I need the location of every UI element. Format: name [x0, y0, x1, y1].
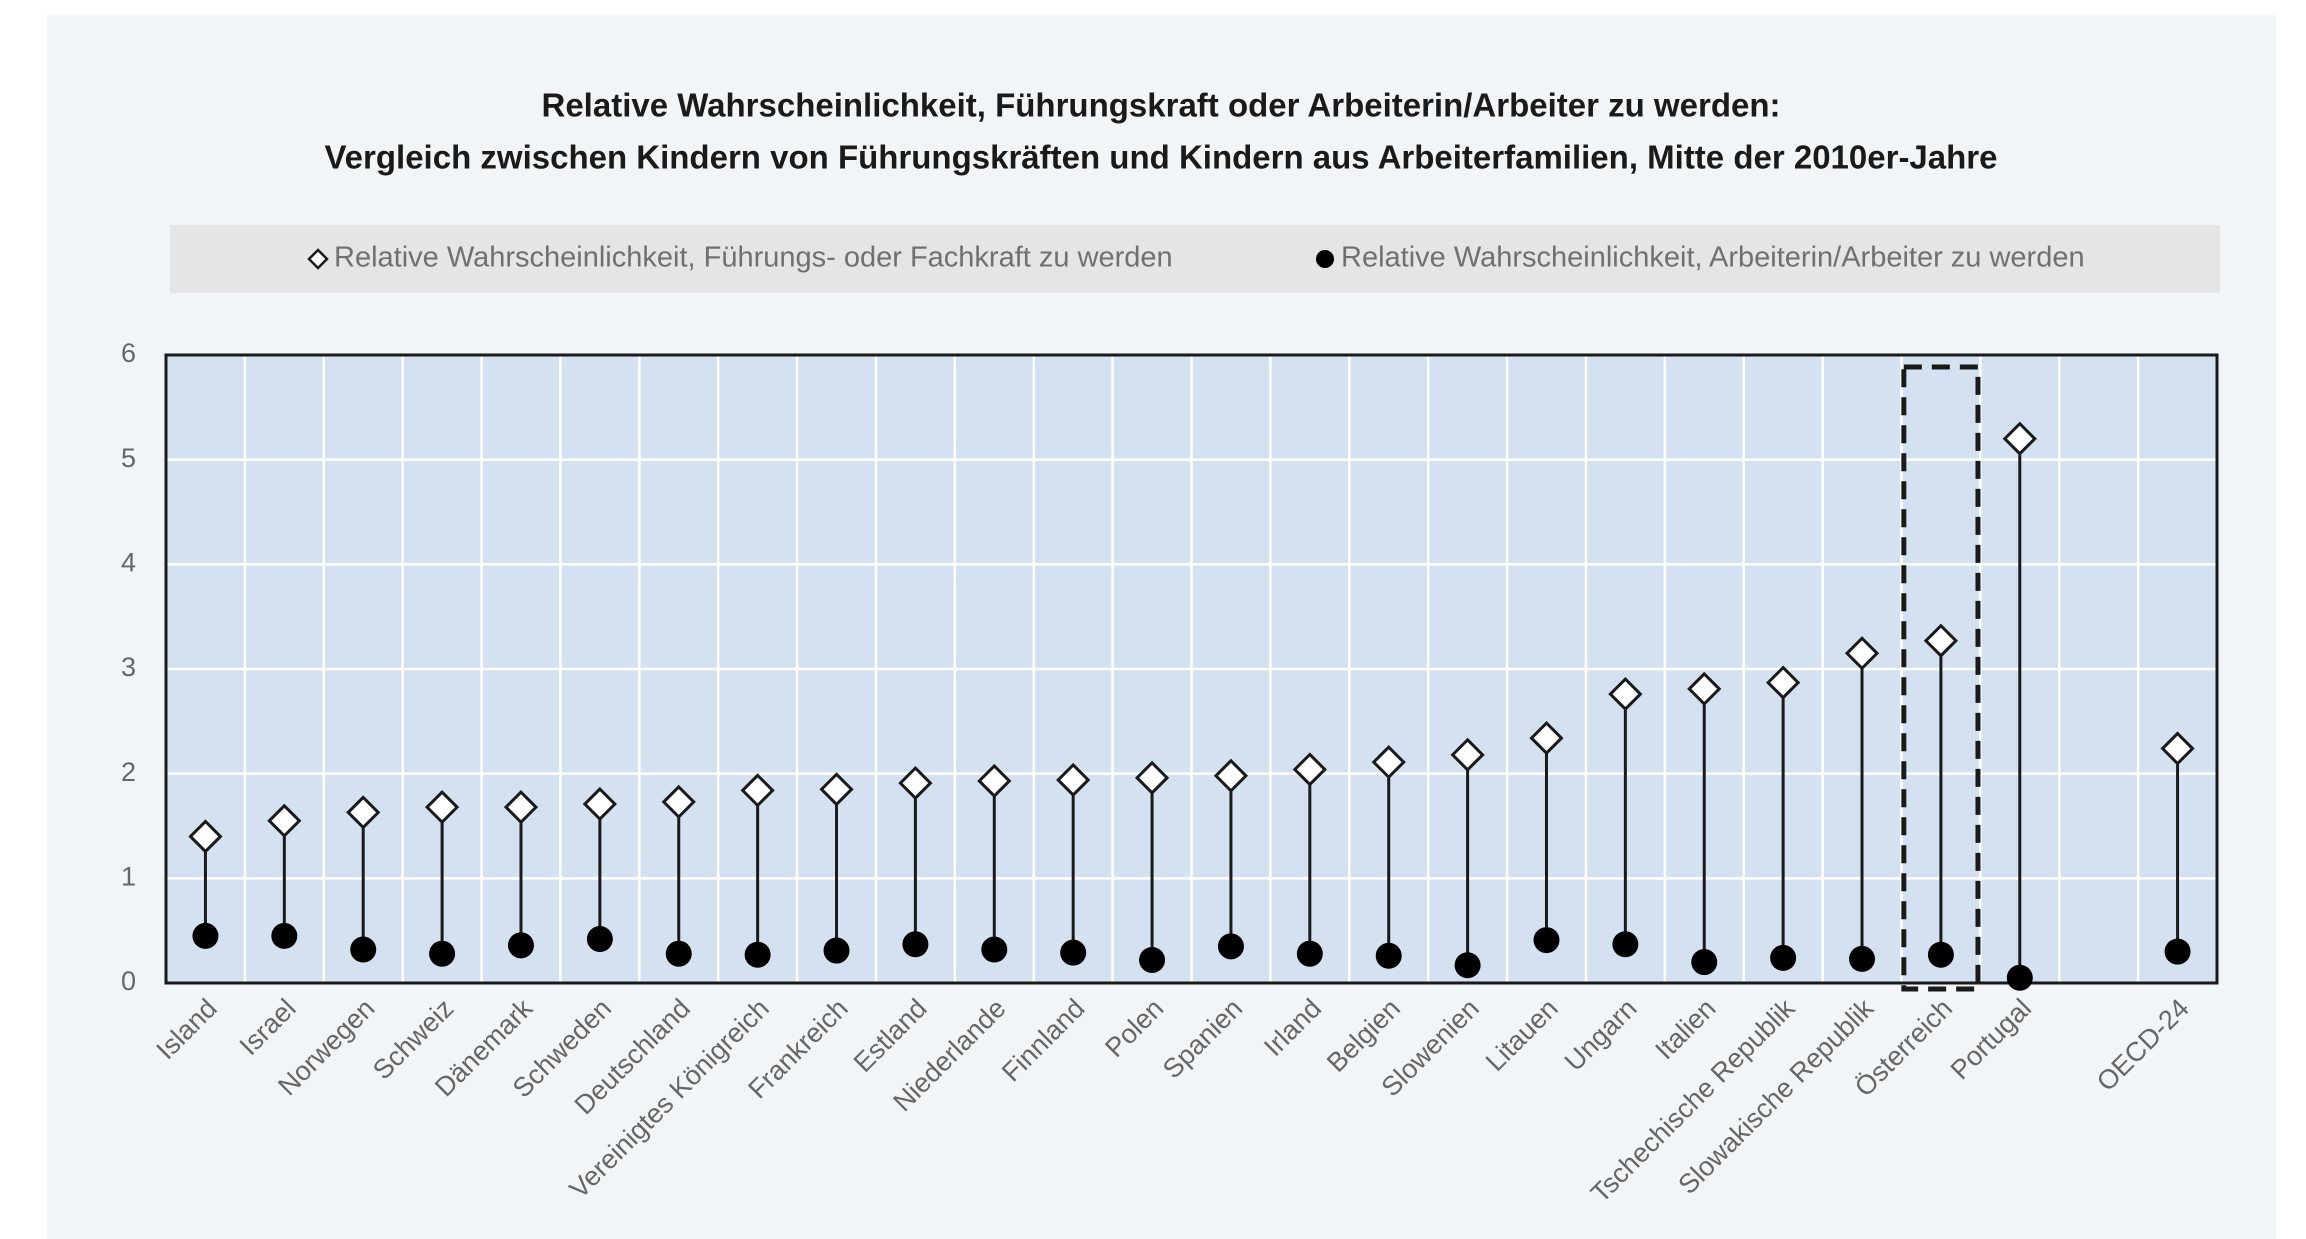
plot-border: [164, 353, 2219, 985]
diamond-marker: [1923, 623, 1959, 658]
y-tick-label: 0: [121, 966, 136, 996]
chart-title: Relative Wahrscheinlichkeit, Führungskra…: [542, 87, 1781, 124]
diamond-marker: [1529, 720, 1564, 756]
y-tick-label: 3: [121, 652, 136, 682]
dot-marker: [1612, 931, 1639, 958]
dot-marker: [1770, 944, 1797, 971]
diamond-marker: [819, 772, 854, 807]
dot-marker: [1533, 927, 1560, 954]
diamond-marker: [1134, 760, 1170, 795]
dot-marker: [1060, 939, 1087, 966]
dot-marker: [429, 940, 456, 967]
diamond-marker: [2002, 421, 2037, 456]
diamond-marker: [1056, 762, 1091, 798]
diamond-marker: [267, 803, 302, 838]
diamond-marker: [1687, 671, 1722, 707]
dot-marker: [507, 932, 534, 959]
legend-label: Relative Wahrscheinlichkeit, Führungs- o…: [334, 242, 1173, 274]
diamond-marker: [1213, 758, 1249, 793]
diamond-marker: [346, 795, 381, 830]
legend-diamond: [307, 248, 329, 270]
y-tick-label: 4: [121, 547, 136, 577]
diamond-marker: [2160, 731, 2195, 766]
chart-subtitle: Vergleich zwischen Kindern von Führungsk…: [324, 139, 1997, 176]
dot-marker: [665, 940, 692, 967]
y-tick-label: 2: [121, 757, 136, 787]
dot-marker: [1691, 949, 1718, 976]
dot-marker: [1296, 940, 1323, 967]
dot-marker: [1454, 952, 1481, 979]
y-tick-label: 6: [121, 338, 136, 368]
diamond-marker: [503, 790, 539, 825]
dot-marker: [2006, 964, 2033, 991]
diamond-marker: [188, 819, 223, 854]
diamond-marker: [1371, 745, 1406, 780]
diamond-marker: [740, 773, 775, 808]
dot-marker: [823, 937, 850, 964]
dot-marker: [981, 936, 1008, 963]
highlight-box: [1901, 364, 1981, 992]
dot-marker: [192, 922, 219, 949]
dot-marker: [1375, 942, 1402, 969]
diamond-marker: [1844, 636, 1880, 671]
diamond-marker: [1766, 665, 1801, 700]
diamond-marker: [424, 790, 460, 825]
dot-marker: [1217, 933, 1244, 960]
dot-marker: [1849, 945, 1876, 972]
dot-marker: [1139, 946, 1166, 973]
dot-marker: [1927, 941, 1954, 968]
diamond-marker: [977, 763, 1012, 799]
dot-marker: [902, 931, 929, 958]
dot-marker: [586, 926, 613, 953]
dot-marker: [350, 936, 377, 963]
diamond-marker: [1450, 737, 1485, 772]
legend-dot: [1316, 250, 1334, 268]
diamond-marker: [582, 786, 617, 822]
dot-marker: [271, 922, 298, 949]
diamond-marker: [1608, 676, 1643, 712]
y-tick-label: 5: [121, 443, 136, 473]
dot-marker: [744, 941, 771, 968]
legend-label: Relative Wahrscheinlichkeit, Arbeiterin/…: [1341, 242, 2085, 274]
legend-background: [170, 225, 2220, 293]
diamond-marker: [661, 784, 696, 820]
dot-marker: [2164, 938, 2191, 965]
diamond-marker: [1292, 752, 1327, 787]
diamond-marker: [898, 765, 933, 801]
y-tick-label: 1: [121, 861, 136, 891]
